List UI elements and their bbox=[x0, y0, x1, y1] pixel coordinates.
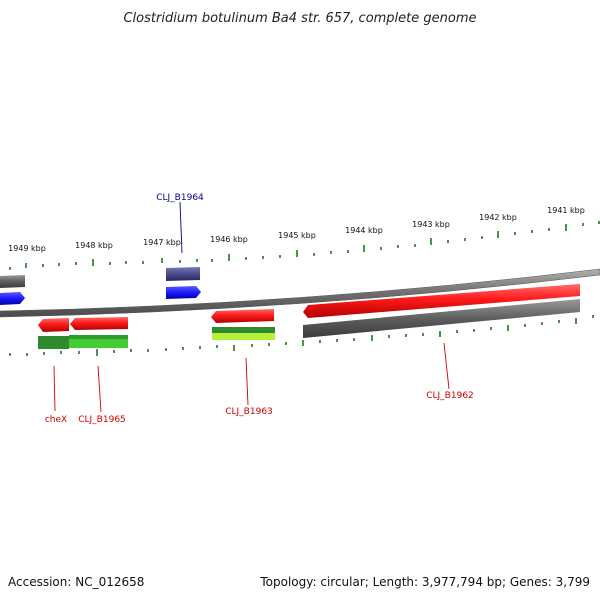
gene-label-clj-b1964[interactable]: CLJ_B1964 bbox=[156, 193, 204, 203]
leader-line bbox=[53, 365, 56, 412]
gene-feature-blue[interactable] bbox=[0, 292, 25, 305]
gene-label-clj-b1963[interactable]: CLJ_B1963 bbox=[225, 407, 273, 417]
topology-text: Topology: circular; Length: 3,977,794 bp… bbox=[259, 575, 590, 589]
scale-label: 1948 kbp bbox=[75, 241, 113, 250]
scale-label: 1941 kbp bbox=[547, 206, 585, 215]
forward-strand-features bbox=[0, 267, 201, 305]
scale-label: 1944 kbp bbox=[345, 226, 383, 235]
gene-labels: CLJ_B1964 cheX CLJ_B1965 CLJ_B1963 CLJ_B… bbox=[45, 193, 474, 425]
annotation-bar-green[interactable] bbox=[69, 335, 128, 339]
reverse-strand-features bbox=[38, 284, 580, 349]
leader-line bbox=[443, 342, 450, 390]
gene-label-chex[interactable]: cheX bbox=[45, 415, 67, 425]
gene-feature-red[interactable] bbox=[70, 317, 128, 330]
map-title: Clostridium botulinum Ba4 str. 657, comp… bbox=[123, 11, 476, 26]
inner-scale-ticks bbox=[9, 315, 594, 356]
accession-text: Accession: NC_012658 bbox=[8, 575, 144, 589]
annotation-bar-darkgreen[interactable] bbox=[38, 336, 69, 349]
outer-scale-ticks bbox=[9, 221, 600, 270]
gene-label-clj-b1965[interactable]: CLJ_B1965 bbox=[78, 415, 126, 425]
leader-line bbox=[97, 365, 102, 413]
annotation-bar-darkgreen[interactable] bbox=[212, 327, 275, 333]
gene-feature-red[interactable] bbox=[211, 309, 274, 323]
annotation-bar-lime[interactable] bbox=[212, 333, 275, 340]
genome-backbone bbox=[0, 268, 600, 318]
scale-label: 1946 kbp bbox=[210, 235, 248, 244]
leader-line bbox=[245, 357, 249, 406]
scale-label: 1949 kbp bbox=[8, 244, 46, 253]
scale-label: 1943 kbp bbox=[412, 220, 450, 229]
gene-feature-blue[interactable] bbox=[166, 286, 201, 299]
scale-labels: 1949 kbp 1948 kbp 1947 kbp 1946 kbp 1945… bbox=[8, 206, 585, 253]
leader-lines bbox=[53, 201, 450, 413]
gene-feature-red[interactable] bbox=[303, 284, 580, 318]
scale-label: 1942 kbp bbox=[479, 213, 517, 222]
scale-label: 1945 kbp bbox=[278, 231, 316, 240]
gene-feature-darkblue[interactable] bbox=[166, 267, 200, 281]
gene-feature-gray[interactable] bbox=[303, 299, 580, 338]
gene-feature-red[interactable] bbox=[38, 318, 69, 332]
gene-feature-gray[interactable] bbox=[0, 275, 25, 288]
gene-label-clj-b1962[interactable]: CLJ_B1962 bbox=[426, 391, 474, 401]
scale-label: 1947 kbp bbox=[143, 238, 181, 247]
leader-line bbox=[179, 201, 183, 254]
